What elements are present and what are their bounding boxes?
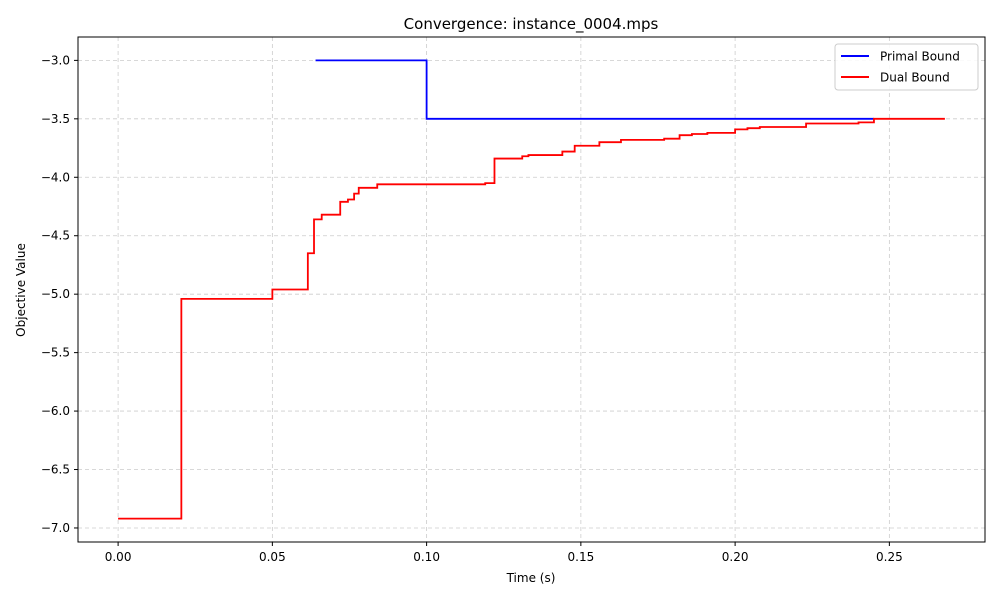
y-tick-label: −6.0 (41, 404, 70, 418)
x-axis-ticks: 0.00 0.05 0.10 0.15 0.20 0.25 (105, 542, 903, 564)
x-tick-label: 0.10 (413, 550, 440, 564)
x-tick-label: 0.00 (105, 550, 132, 564)
primal-bound-line (315, 59, 874, 120)
y-tick-label: −3.0 (41, 53, 70, 67)
y-tick-label: −5.5 (41, 346, 70, 360)
y-axis-label: Objective Value (14, 243, 28, 337)
legend-box (834, 43, 979, 91)
y-tick-label: −4.0 (41, 170, 70, 184)
dual-bound-line (118, 117, 945, 520)
x-tick-label: 0.20 (722, 550, 749, 564)
x-axis-label: Time (s) (506, 571, 556, 585)
legend-label-primal: Primal Bound (880, 50, 960, 64)
legend-label-dual: Dual Bound (880, 71, 950, 85)
y-tick-label: −7.0 (41, 521, 70, 535)
y-tick-label: −5.0 (41, 287, 70, 301)
plot-series (118, 59, 945, 520)
plot-frame (77, 36, 986, 543)
y-axis-ticks: −3.0 −3.5 −4.0 −4.5 −5.0 −5.5 −6.0 −6.5 −7.0 (41, 53, 78, 535)
x-tick-label: 0.25 (876, 550, 903, 564)
grid (78, 37, 985, 542)
x-tick-label: 0.15 (568, 550, 595, 564)
legend: Primal Bound Dual Bound (834, 43, 979, 91)
y-tick-label: −3.5 (41, 112, 70, 126)
x-tick-label: 0.05 (259, 550, 286, 564)
chart-title: Convergence: instance_0004.mps (404, 15, 659, 34)
y-tick-label: −4.5 (41, 229, 70, 243)
y-tick-label: −6.5 (41, 463, 70, 477)
